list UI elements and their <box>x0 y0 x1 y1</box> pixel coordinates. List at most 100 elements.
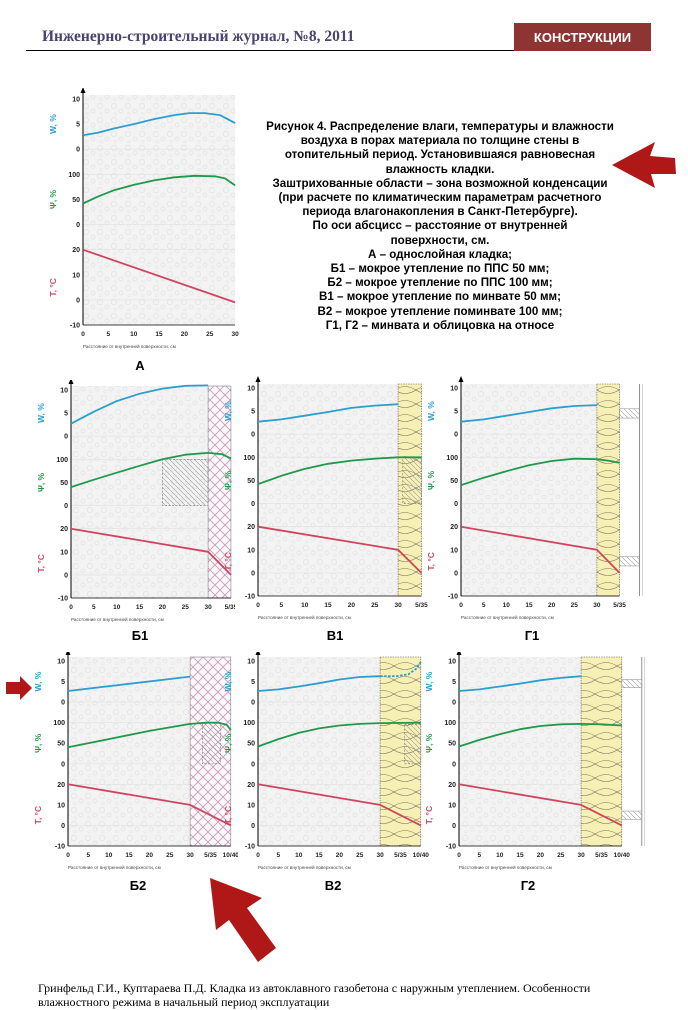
y-tick-label: 0 <box>251 761 255 768</box>
x-tick-label: 5/35 <box>204 852 217 859</box>
panel-label-b2: Б2 <box>129 878 147 893</box>
panel-label-v1: В1 <box>326 628 344 643</box>
facade-bracket <box>619 408 640 419</box>
y-axis-arrow-icon <box>255 652 261 655</box>
y-tick-label: 0 <box>61 761 65 768</box>
facade-bracket <box>621 679 643 688</box>
header-divider <box>26 50 514 51</box>
masonry-background <box>461 384 597 596</box>
x-axis-title: Расстояние от внутренней поверхности, см <box>68 864 161 870</box>
y-tick-label: 5 <box>454 409 458 416</box>
x-axis-title: Расстояние от внутренней поверхности, см <box>258 614 351 620</box>
moisture-w-curve-dashed <box>380 661 422 678</box>
y-tick-label: 0 <box>454 501 458 508</box>
y-tick-label: 20 <box>72 247 80 254</box>
y-tick-label: 50 <box>450 478 458 485</box>
caption-line: В1 – мокрое утепление по минвате 50 мм; <box>319 290 561 304</box>
x-tick-label: 10 <box>113 604 121 611</box>
moisture-w-curve <box>82 112 236 137</box>
x-tick-label: 20 <box>336 852 344 859</box>
y-tick-label: 100 <box>243 455 255 462</box>
y-tick-label: -10 <box>70 323 80 330</box>
x-tick-label: 5/35 <box>595 852 608 859</box>
y-tick-label: 50 <box>247 741 255 748</box>
x-tick-label: 20 <box>348 602 356 609</box>
y-tick-label: 10 <box>448 802 456 809</box>
x-axis-title: Расстояние от внутренней поверхности, см <box>258 864 351 870</box>
temperature-axis-label: T, °C <box>36 554 46 573</box>
insulation-layer-mineral-wool <box>596 383 620 597</box>
moisture-w-curve <box>257 675 381 692</box>
x-tick-label: 20 <box>159 604 167 611</box>
y-tick-label: 10 <box>247 386 255 393</box>
y-tick-label: 0 <box>452 700 456 707</box>
condensation-zone <box>402 457 422 504</box>
x-tick-label: 30 <box>376 852 384 859</box>
x-tick-label: 5 <box>107 331 111 338</box>
y-axis-arrow-icon <box>65 652 71 655</box>
caption-line: воздуха в порах материала по толщине сте… <box>300 134 580 148</box>
x-tick-label: 5/35 <box>394 852 407 859</box>
x-tick-label: 15 <box>324 602 332 609</box>
y-tick-label: -10 <box>448 594 458 601</box>
y-tick-label: 5 <box>251 679 255 686</box>
temperature-axis-label: T, °C <box>223 552 233 571</box>
x-tick-label: 15 <box>136 604 144 611</box>
y-tick-label: 20 <box>450 524 458 531</box>
moisture-w-curve <box>458 675 582 692</box>
y-tick-label: 10 <box>450 547 458 554</box>
caption-line: В2 – мокрое утепление поминвате 100 мм; <box>317 304 563 318</box>
y-tick-label: 0 <box>64 503 68 510</box>
temperature-axis-label: T, °C <box>48 278 58 297</box>
temperature-axis-label: T, °C <box>424 806 434 825</box>
x-tick-label: 20 <box>537 852 545 859</box>
caption-line: По оси абсцисс – расстояние от внутренне… <box>312 219 568 233</box>
y-tick-label: 0 <box>251 823 255 830</box>
x-tick-label: 10 <box>496 852 504 859</box>
humidity-psi-curve <box>257 721 421 748</box>
y-tick-label: 100 <box>444 720 456 727</box>
x-tick-label: 0 <box>457 852 461 859</box>
x-tick-label: 15 <box>525 602 533 609</box>
y-tick-label: 50 <box>448 741 456 748</box>
psi-axis-label: Ψ, % <box>426 470 436 490</box>
x-tick-label: 0 <box>81 331 85 338</box>
moisture-w-curve <box>70 384 209 425</box>
moisture-w-curve <box>460 404 597 423</box>
y-tick-label: 10 <box>450 386 458 393</box>
masonry-background <box>68 657 191 846</box>
caption-line: периода влагонакопления в Санкт-Петербур… <box>302 205 578 219</box>
x-tick-label: 0 <box>66 852 70 859</box>
y-tick-label: 10 <box>72 272 80 279</box>
y-tick-label: 5 <box>61 679 65 686</box>
y-tick-label: 5 <box>452 679 456 686</box>
x-tick-label: 0 <box>69 604 73 611</box>
psi-axis-label: Ψ, % <box>36 472 46 492</box>
y-tick-label: 0 <box>452 823 456 830</box>
x-tick-label: 30 <box>231 331 239 338</box>
psi-axis-label: Ψ, % <box>48 189 58 209</box>
y-tick-label: 0 <box>76 222 80 229</box>
x-tick-label: 5/35 <box>415 602 428 609</box>
x-tick-label: 30 <box>577 852 585 859</box>
x-tick-label: 25 <box>356 852 364 859</box>
x-tick-label: 25 <box>166 852 174 859</box>
moisture-w-curve <box>67 675 191 692</box>
humidity-psi-curve <box>458 723 622 748</box>
y-tick-label: 5 <box>76 122 80 129</box>
caption-line: Г1, Г2 – минвата и облицовка на относе <box>325 318 555 332</box>
w-axis-label: W, % <box>48 114 58 134</box>
y-tick-label: 10 <box>57 802 65 809</box>
y-tick-label: 0 <box>251 432 255 439</box>
masonry-background <box>83 95 236 325</box>
x-tick-label: 5 <box>87 852 91 859</box>
w-axis-label: W, % <box>36 403 46 423</box>
temperature-curve <box>458 783 623 827</box>
y-tick-label: 10 <box>247 802 255 809</box>
temperature-curve <box>257 783 422 827</box>
